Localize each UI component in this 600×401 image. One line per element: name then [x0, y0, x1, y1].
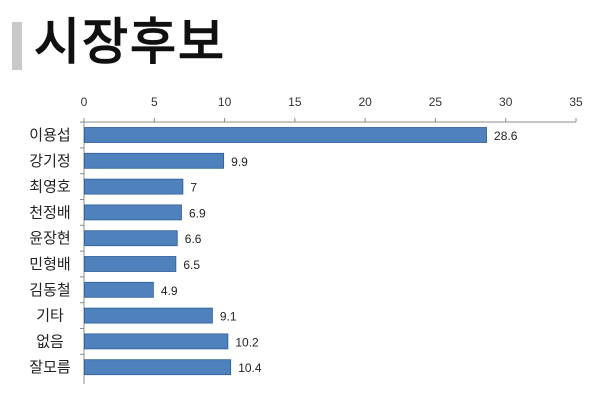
category-label: 천정배 — [29, 203, 70, 221]
value-label: 9.9 — [231, 155, 248, 169]
category-label: 기타 — [36, 307, 64, 325]
value-label: 28.6 — [494, 129, 518, 143]
x-tick-label: 35 — [569, 95, 583, 109]
value-label: 9.1 — [220, 310, 237, 324]
value-label: 6.9 — [189, 206, 206, 220]
category-label: 없음 — [36, 332, 64, 350]
x-tick-label: 25 — [429, 95, 443, 109]
category-label: 김동철 — [29, 281, 70, 299]
value-label: 7 — [190, 181, 197, 195]
x-tick-label: 0 — [81, 95, 88, 109]
category-label: 윤장현 — [29, 229, 70, 247]
bar — [84, 152, 225, 169]
bar — [84, 127, 487, 143]
x-tick-label: 5 — [151, 95, 158, 109]
value-label: 4.9 — [161, 284, 178, 298]
category-label: 이용섭 — [29, 126, 70, 144]
value-label: 10.4 — [238, 361, 262, 375]
bar — [84, 333, 229, 350]
bar — [84, 359, 232, 376]
category-label: 최영호 — [29, 178, 71, 196]
category-label: 잘모름 — [29, 358, 71, 376]
page-title: 시장후보 — [34, 13, 226, 71]
x-tick-label: 20 — [358, 95, 372, 109]
x-tick-label: 10 — [218, 95, 232, 109]
bar — [84, 256, 177, 272]
bar — [84, 281, 154, 298]
x-tick-label: 15 — [288, 95, 302, 109]
x-tick-label: 30 — [499, 95, 513, 109]
value-label: 10.2 — [235, 335, 259, 349]
bar — [84, 204, 182, 221]
bar — [84, 178, 184, 195]
title-accent-bar — [12, 22, 22, 70]
category-label: 강기정 — [29, 152, 70, 170]
value-label: 6.5 — [183, 258, 200, 272]
bar — [84, 307, 213, 324]
value-label: 6.6 — [185, 232, 202, 246]
category-label: 민형배 — [29, 255, 70, 273]
bar — [84, 230, 178, 247]
